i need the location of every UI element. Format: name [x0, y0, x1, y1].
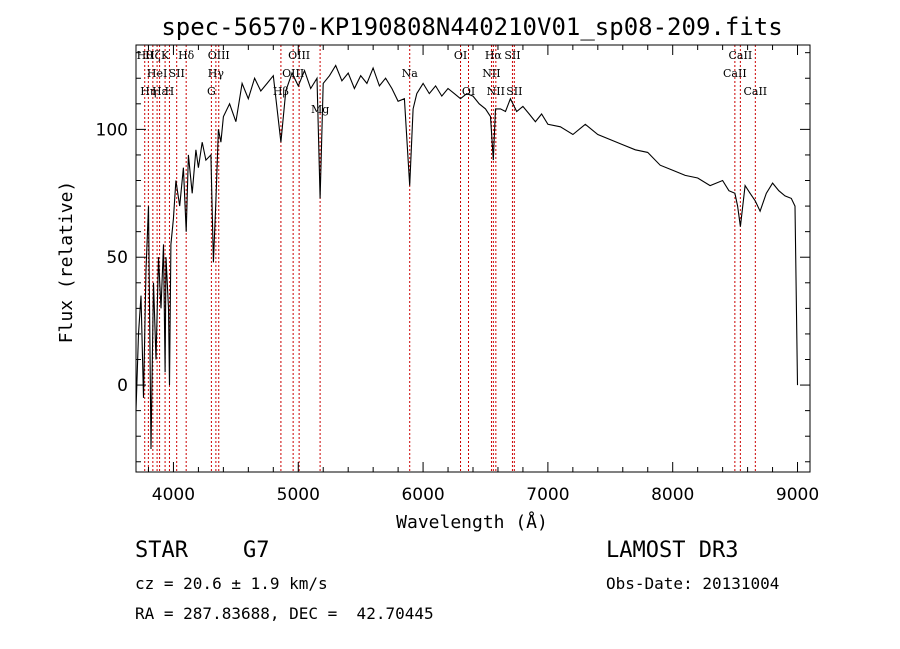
spectral-line-labels: HθHηHζHeIHεKHSIIHδGHγOIIIHβOIIIOIIIMgNaO… — [137, 49, 768, 116]
line-label: Hε — [152, 85, 168, 98]
y-tick-label: 100 — [96, 120, 128, 140]
line-label: CaII — [723, 67, 747, 80]
x-tick-label: 8000 — [651, 485, 694, 505]
coordinates: RA = 287.83688, DEC = 42.70445 — [135, 604, 434, 623]
line-label: NII — [482, 67, 500, 80]
survey-name: LAMOST DR3 — [606, 538, 739, 563]
chart-title: spec-56570-KP190808N440210V01_sp08-209.f… — [161, 13, 782, 41]
line-label: Hγ — [208, 67, 225, 80]
line-label: SII — [506, 85, 522, 98]
x-axis-label: Wavelength (Å) — [396, 511, 548, 533]
plot-frame — [135, 44, 811, 473]
line-label: OIII — [288, 49, 310, 62]
line-label: SII — [504, 49, 520, 62]
line-label: Hζ — [145, 49, 161, 62]
line-label: OI — [454, 49, 467, 62]
x-tick-label: 6000 — [401, 485, 444, 505]
line-label: SII — [169, 67, 185, 80]
x-tick-label: 9000 — [776, 485, 819, 505]
object-subclass: G7 — [243, 538, 270, 563]
line-label: K — [161, 49, 170, 62]
y-axis-ticks: 0 50 100 — [96, 52, 810, 463]
line-label: NII — [487, 85, 505, 98]
line-label: H — [165, 85, 175, 98]
line-label: Hδ — [178, 49, 195, 62]
y-tick-label: 0 — [117, 376, 128, 396]
line-label: CaII — [729, 49, 753, 62]
observation-date: Obs-Date: 20131004 — [606, 574, 780, 593]
spectrum-trace — [135, 64, 799, 450]
line-label: Hη — [140, 85, 156, 98]
spectral-line-markers — [144, 45, 756, 472]
object-class: STAR — [135, 538, 188, 563]
x-axis-ticks: 4000 5000 6000 7000 8000 9000 — [147, 45, 819, 505]
x-tick-label: 5000 — [277, 485, 320, 505]
x-tick-label: 7000 — [526, 485, 569, 505]
line-label: OIII — [208, 49, 230, 62]
line-label: G — [207, 85, 216, 98]
line-label: Mg — [311, 103, 329, 116]
line-label: HeI — [147, 67, 167, 80]
y-axis-label: Flux (relative) — [56, 181, 77, 344]
line-label: OIII — [282, 67, 304, 80]
line-label: Hα — [485, 49, 503, 62]
x-tick-label: 4000 — [152, 485, 195, 505]
line-label: Na — [402, 67, 419, 80]
y-tick-label: 50 — [106, 248, 128, 268]
redshift-velocity: cz = 20.6 ± 1.9 km/s — [135, 574, 328, 593]
line-label: CaII — [743, 85, 767, 98]
